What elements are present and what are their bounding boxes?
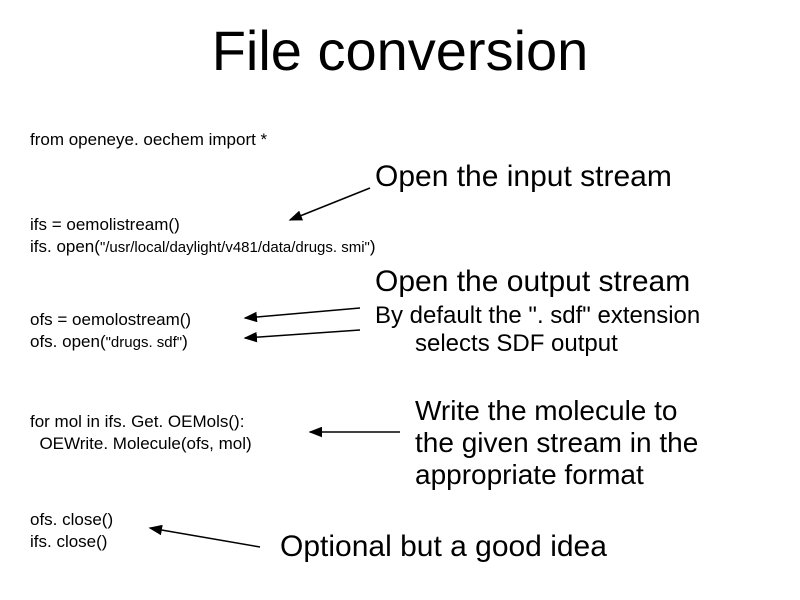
annotation-write-line1: Write the molecule to <box>415 395 698 427</box>
code-ofs-open-suffix: ) <box>182 332 188 351</box>
annotation-sdf-line1: By default the ". sdf" extension <box>375 302 700 330</box>
code-ifs-close: ifs. close() <box>30 532 107 552</box>
annotation-sdf: By default the ". sdf" extension selects… <box>375 302 700 357</box>
code-ofs-close: ofs. close() <box>30 510 113 530</box>
arrows-layer <box>0 0 800 600</box>
annotation-write-line2: the given stream in the <box>415 427 698 459</box>
code-ifs-decl: ifs = oemolistream() <box>30 215 180 235</box>
code-ofs-open-arg: "drugs. sdf" <box>106 334 183 351</box>
slide-title: File conversion <box>0 18 800 83</box>
annotation-open-input: Open the input stream <box>375 160 672 194</box>
annotation-write: Write the molecule to the given stream i… <box>415 395 698 492</box>
code-ifs-open-suffix: ) <box>370 237 376 256</box>
code-ifs-open: ifs. open("/usr/local/daylight/v481/data… <box>30 237 376 257</box>
code-ifs-open-path: "/usr/local/daylight/v481/data/drugs. sm… <box>100 239 370 256</box>
annotation-write-line3: appropriate format <box>415 459 698 491</box>
annotation-sdf-line2: selects SDF output <box>375 330 700 358</box>
code-write: OEWrite. Molecule(ofs, mol) <box>30 434 252 454</box>
annotation-open-output: Open the output stream <box>375 265 690 299</box>
code-ifs-open-prefix: ifs. open( <box>30 237 100 256</box>
annotation-optional: Optional but a good idea <box>280 530 607 564</box>
code-import: from openeye. oechem import * <box>30 130 267 150</box>
slide: File conversion from openeye. oechem imp… <box>0 0 800 600</box>
code-ofs-decl: ofs = oemolostream() <box>30 310 191 330</box>
code-for: for mol in ifs. Get. OEMols(): <box>30 412 244 432</box>
code-ofs-open: ofs. open("drugs. sdf") <box>30 332 188 352</box>
code-ofs-open-prefix: ofs. open( <box>30 332 106 351</box>
